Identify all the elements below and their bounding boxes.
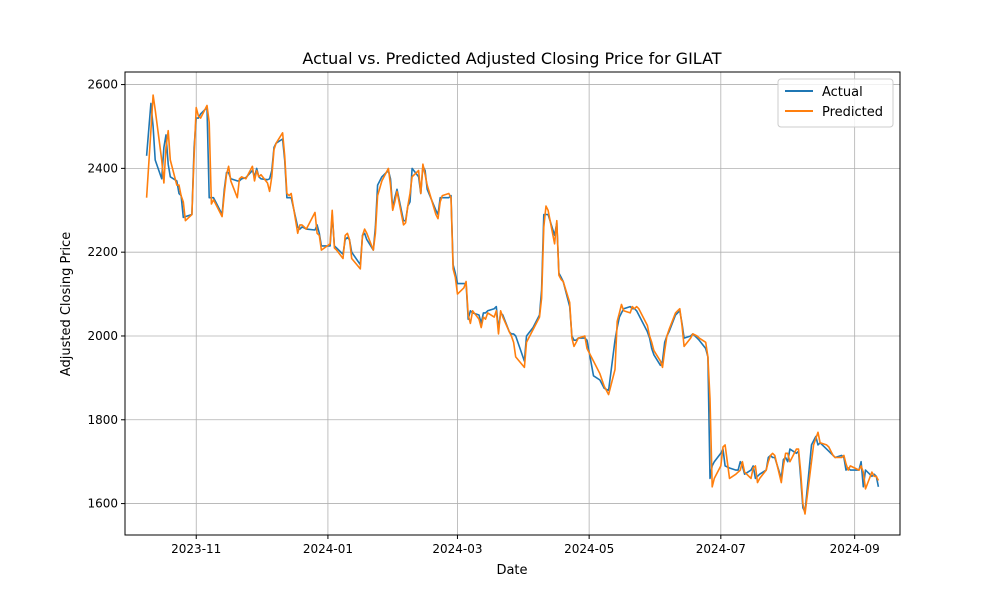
- y-tick-label: 2200: [87, 245, 118, 259]
- y-axis-label: Adjusted Closing Price: [59, 232, 74, 376]
- legend-label-actual: Actual: [822, 85, 863, 100]
- y-tick-label: 2400: [87, 161, 118, 175]
- grid-lines: [125, 72, 900, 535]
- x-tick-label: 2023-11: [171, 542, 221, 556]
- y-tick-label: 2600: [87, 78, 118, 92]
- x-axis: 2023-11 2024-01 2024-03 2024-05 2024-07 2024-…: [171, 535, 880, 556]
- chart-title: Actual vs. Predicted Adjusted Closing Pr…: [302, 49, 721, 68]
- plot-frame: [124, 71, 901, 536]
- x-tick-label: 2024-09: [830, 542, 880, 556]
- x-tick-label: 2024-03: [432, 542, 482, 556]
- series-line-predicted: [145, 94, 880, 515]
- y-tick-label: 1600: [87, 497, 118, 511]
- legend: Actual Predicted: [777, 78, 894, 128]
- x-tick-label: 2024-07: [696, 542, 746, 556]
- x-axis-label: Date: [496, 563, 527, 578]
- x-tick-label: 2024-01: [303, 542, 353, 556]
- y-tick-label: 2000: [87, 329, 118, 343]
- y-tick-label: 1800: [87, 413, 118, 427]
- series-layer: [145, 94, 880, 515]
- y-axis: 1600 1800 2000 2200 2400 2600: [87, 78, 125, 511]
- x-tick-label: 2024-05: [564, 542, 614, 556]
- legend-label-predicted: Predicted: [822, 105, 883, 120]
